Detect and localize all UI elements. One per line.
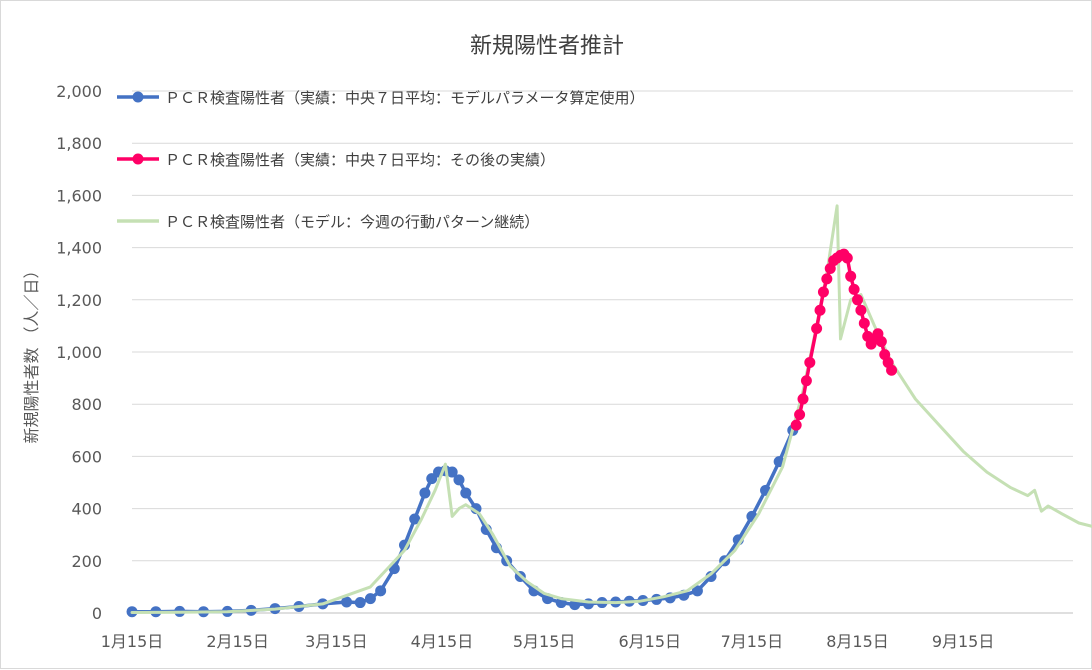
series-2-point [821, 273, 833, 285]
series-2-point [804, 356, 816, 368]
series-2-point [794, 409, 806, 421]
y-tick-label: 800 [71, 395, 102, 414]
y-tick-label: 1,400 [56, 239, 102, 258]
legend-label-2: ＰＣＲ検査陽性者（実績：中央７日平均：その後の実績） [165, 151, 555, 169]
series-2-point [841, 252, 853, 264]
legend-marker-1 [132, 91, 144, 103]
y-tick-label: 1,600 [56, 186, 102, 205]
series-1-point [354, 597, 366, 609]
y-tick-label: 1,800 [56, 134, 102, 153]
series-1-point [460, 487, 472, 499]
series-2-point [875, 336, 887, 348]
series-2-point [790, 419, 802, 431]
series-1-point [375, 585, 387, 597]
series-2-point [852, 294, 863, 306]
series-2-point [797, 393, 809, 405]
series-line-3 [130, 204, 1092, 614]
x-tick-label: 6月15日 [618, 632, 681, 651]
axes: 0 200 400 600 800 1,000 1,200 1,400 1,600 1,800 2,… [56, 82, 1073, 651]
series-2-point [848, 283, 860, 295]
y-tick-label: 600 [71, 447, 102, 466]
legend-label-1: ＰＣＲ検査陽性者（実績：中央７日平均：モデルパラメータ算定使用） [165, 89, 645, 107]
y-tick-label: 0 [92, 604, 102, 623]
series-2-point [855, 304, 867, 316]
x-tick-label: 1月15日 [101, 632, 164, 651]
x-tick-label: 3月15日 [305, 632, 368, 651]
series-2-point [845, 270, 857, 282]
x-tick-label: 4月15日 [411, 632, 474, 651]
series-2-point [858, 317, 870, 329]
legend: ＰＣＲ検査陽性者（実績：中央７日平均：モデルパラメータ算定使用） ＰＣＲ検査陽性者… [117, 89, 645, 231]
y-tick-label: 2,000 [56, 82, 102, 101]
chart-title: 新規陽性者推計 [470, 34, 624, 59]
y-tick-label: 1,200 [56, 291, 102, 310]
series-1-point [426, 473, 438, 485]
y-tick-label: 200 [71, 552, 102, 571]
series-layer [126, 204, 1092, 618]
x-tick-label: 8月15日 [826, 632, 889, 651]
legend-marker-2 [132, 153, 144, 165]
series-2-point [811, 323, 823, 335]
x-tick-label: 5月15日 [513, 632, 576, 651]
y-axis-label: 新規陽性者数 （人／日） [22, 262, 41, 443]
series-1-point [453, 474, 465, 486]
x-tick-label: 7月15日 [721, 632, 784, 651]
x-tick-label: 9月15日 [932, 632, 995, 651]
series-1-point [419, 487, 431, 499]
series-2-point [886, 364, 898, 376]
series-1-point [691, 585, 703, 597]
series-1-point [409, 513, 421, 525]
y-tick-label: 1,000 [56, 343, 102, 362]
series-2-point [814, 304, 826, 316]
series-2-point [817, 286, 829, 298]
series-1-point [364, 593, 376, 605]
series-2-point [800, 375, 812, 387]
legend-label-3: ＰＣＲ検査陽性者（モデル：今週の行動パターン継続） [165, 213, 539, 231]
y-tick-label: 400 [71, 500, 102, 519]
gridlines [132, 90, 1073, 614]
x-tick-label: 2月15日 [206, 632, 269, 651]
series-1-point [341, 596, 353, 608]
